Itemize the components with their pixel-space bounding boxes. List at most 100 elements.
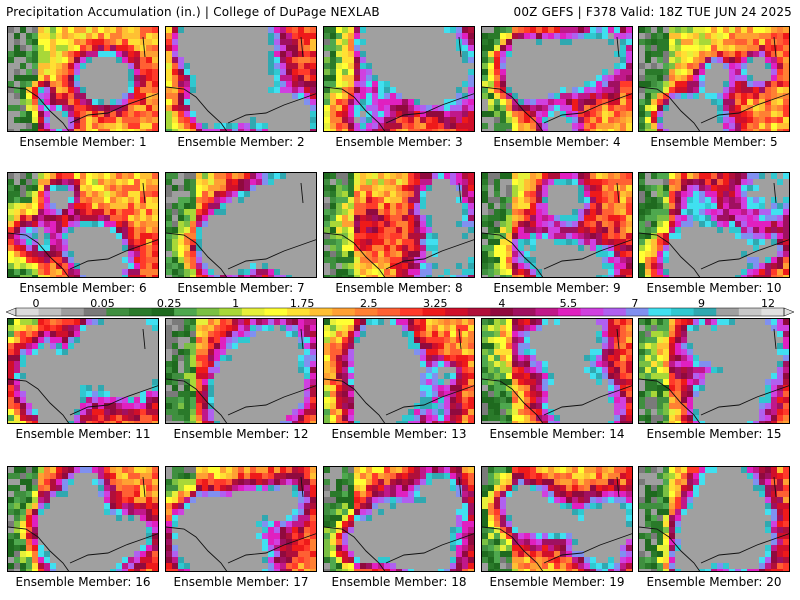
precipitation-field xyxy=(482,173,632,277)
ensemble-member-label: Ensemble Member: 9 xyxy=(493,281,621,295)
colorbar-left-arrow xyxy=(5,307,17,317)
ensemble-member-label: Ensemble Member: 14 xyxy=(489,427,625,441)
ensemble-member-map xyxy=(481,318,633,424)
boundary-lines xyxy=(639,476,789,571)
precipitation-field xyxy=(482,27,632,131)
ensemble-member-map xyxy=(165,172,317,278)
precipitation-field xyxy=(324,173,474,277)
boundary-lines xyxy=(8,182,158,277)
boundary-lines xyxy=(482,476,632,571)
ensemble-member-map xyxy=(323,466,475,572)
colorbar-swatch xyxy=(467,308,491,316)
ensemble-member-label: Ensemble Member: 11 xyxy=(15,427,151,441)
colorbar-swatch xyxy=(671,308,695,316)
colorbar-swatch xyxy=(580,308,604,316)
colorbar-swatch xyxy=(738,308,762,316)
colorbar-swatch xyxy=(219,308,243,316)
colorbar-swatch xyxy=(422,308,446,316)
precipitation-field xyxy=(166,467,316,571)
ensemble-member-map xyxy=(165,26,317,132)
colorbar-swatch xyxy=(83,308,107,316)
ensemble-member-label: Ensemble Member: 10 xyxy=(646,281,782,295)
colorbar-swatch xyxy=(603,308,627,316)
colorbar-tick-label: 3.25 xyxy=(423,297,448,310)
precipitation-field xyxy=(324,27,474,131)
colorbar-tick-label: 4 xyxy=(498,297,506,310)
precipitation-field xyxy=(166,27,316,131)
ensemble-member-label: Ensemble Member: 1 xyxy=(19,135,147,149)
colorbar-graphic xyxy=(5,307,795,317)
boundary-lines xyxy=(8,36,158,131)
colorbar-swatch xyxy=(174,308,198,316)
colorbar-tick-label: 0.05 xyxy=(90,297,115,310)
model-valid-time: 00Z GEFS | F378 Valid: 18Z TUE JUN 24 20… xyxy=(513,5,792,19)
ensemble-member-label: Ensemble Member: 17 xyxy=(173,575,309,589)
precipitation-field xyxy=(8,319,158,423)
colorbar-swatch xyxy=(241,308,265,316)
ensemble-member-map xyxy=(323,318,475,424)
colorbar-tick-label: 2.5 xyxy=(359,297,378,310)
boundary-lines xyxy=(639,328,789,423)
boundary-lines xyxy=(166,328,316,423)
boundary-lines xyxy=(324,476,474,571)
ensemble-member-map xyxy=(481,172,633,278)
ensemble-member-map xyxy=(638,172,790,278)
precipitation-colorbar: 0 0.05 0.25 1 1.75 2.5 3.25 4 5.5 7 9 12 xyxy=(5,297,795,320)
precipitation-field xyxy=(482,319,632,423)
colorbar-swatch xyxy=(128,308,152,316)
ensemble-member-map xyxy=(165,318,317,424)
boundary-lines xyxy=(482,182,632,277)
colorbar-swatch xyxy=(61,308,85,316)
precipitation-field xyxy=(166,319,316,423)
colorbar-swatch xyxy=(377,308,401,316)
boundary-lines xyxy=(166,182,316,277)
precipitation-field xyxy=(639,27,789,131)
colorbar-swatch xyxy=(332,308,356,316)
boundary-lines xyxy=(324,328,474,423)
colorbar-tick-label: 9 xyxy=(697,297,705,310)
precipitation-field xyxy=(482,467,632,571)
colorbar-tick-label: 0 xyxy=(32,297,40,310)
ensemble-member-label: Ensemble Member: 4 xyxy=(493,135,621,149)
boundary-lines xyxy=(639,36,789,131)
boundary-lines xyxy=(324,36,474,131)
colorbar-swatch xyxy=(287,308,311,316)
ensemble-member-label: Ensemble Member: 3 xyxy=(335,135,463,149)
ensemble-member-label: Ensemble Member: 18 xyxy=(331,575,467,589)
colorbar-swatch xyxy=(535,308,559,316)
colorbar-swatch xyxy=(716,308,740,316)
colorbar-swatch xyxy=(648,308,672,316)
colorbar-swatch xyxy=(309,308,333,316)
precipitation-field xyxy=(324,319,474,423)
boundary-lines xyxy=(166,36,316,131)
ensemble-member-map xyxy=(7,26,159,132)
ensemble-member-map xyxy=(7,466,159,572)
ensemble-member-map xyxy=(323,172,475,278)
ensemble-member-label: Ensemble Member: 13 xyxy=(331,427,467,441)
ensemble-member-map xyxy=(638,26,790,132)
precipitation-field xyxy=(8,27,158,131)
ensemble-member-label: Ensemble Member: 8 xyxy=(335,281,463,295)
ensemble-member-label: Ensemble Member: 5 xyxy=(650,135,778,149)
ensemble-member-label: Ensemble Member: 19 xyxy=(489,575,625,589)
colorbar-swatch xyxy=(512,308,536,316)
boundary-lines xyxy=(8,476,158,571)
colorbar-swatch xyxy=(16,308,39,316)
colorbar-swatch xyxy=(354,308,378,316)
ensemble-member-label: Ensemble Member: 2 xyxy=(177,135,305,149)
ensemble-member-label: Ensemble Member: 6 xyxy=(19,281,147,295)
ensemble-member-map xyxy=(481,466,633,572)
colorbar-swatch xyxy=(625,308,649,316)
colorbar-swatch xyxy=(264,308,288,316)
precipitation-field xyxy=(324,467,474,571)
colorbar-tick-label: 0.25 xyxy=(156,297,182,310)
ensemble-member-map xyxy=(638,466,790,572)
colorbar-swatch xyxy=(38,308,62,316)
colorbar-tick-label: 1 xyxy=(232,297,240,310)
map-title: Precipitation Accumulation (in.) | Colle… xyxy=(6,5,380,19)
colorbar-swatch xyxy=(445,308,469,316)
colorbar-tick-label: 5.5 xyxy=(559,297,578,310)
ensemble-member-label: Ensemble Member: 15 xyxy=(646,427,782,441)
ensemble-member-label: Ensemble Member: 7 xyxy=(177,281,305,295)
colorbar-swatch xyxy=(693,308,717,316)
